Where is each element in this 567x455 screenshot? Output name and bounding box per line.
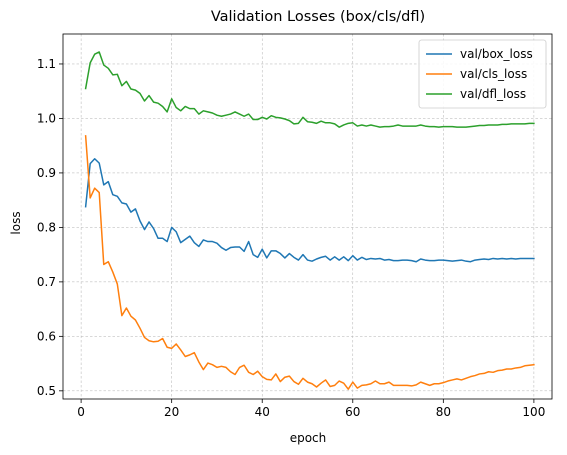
series-line-val-cls-loss xyxy=(84,135,535,390)
y-tick-label: 0.9 xyxy=(37,166,56,180)
y-tick-label: 1.0 xyxy=(37,111,56,125)
plot-frame xyxy=(62,33,553,400)
x-tick-label: 80 xyxy=(436,405,451,419)
legend-label: val/box_loss xyxy=(460,47,533,61)
legend-label: val/dfl_loss xyxy=(460,87,526,101)
x-tick-label: 40 xyxy=(255,405,270,419)
y-tick-label: 1.1 xyxy=(37,57,56,71)
y-tick-label: 0.7 xyxy=(37,275,56,289)
x-tick-label: 100 xyxy=(522,405,545,419)
y-tick-label: 0.5 xyxy=(37,384,56,398)
legend-box xyxy=(418,39,547,109)
x-tick-label: 0 xyxy=(77,405,85,419)
series-lines xyxy=(84,51,535,390)
legend-label: val/cls_loss xyxy=(460,67,527,81)
legend: val/box_loss val/cls_loss val/dfl_loss xyxy=(418,39,547,109)
x-tick-label: 60 xyxy=(345,405,360,419)
y-tick-label: 0.8 xyxy=(37,220,56,234)
y-tick-label: 0.6 xyxy=(37,329,56,343)
chart-title: Validation Losses (box/cls/dfl) xyxy=(211,9,425,25)
series-line-val-box-loss xyxy=(84,158,535,263)
y-axis-label: loss xyxy=(9,211,23,234)
y-axis-ticks: 0.5 0.6 0.7 0.8 0.9 1.0 1.1 xyxy=(37,57,63,398)
x-axis-ticks: 0 20 40 60 80 100 xyxy=(77,399,545,419)
series-line-val-dfl-loss xyxy=(84,51,535,128)
x-tick-label: 20 xyxy=(164,405,179,419)
x-axis-label: epoch xyxy=(290,431,327,445)
